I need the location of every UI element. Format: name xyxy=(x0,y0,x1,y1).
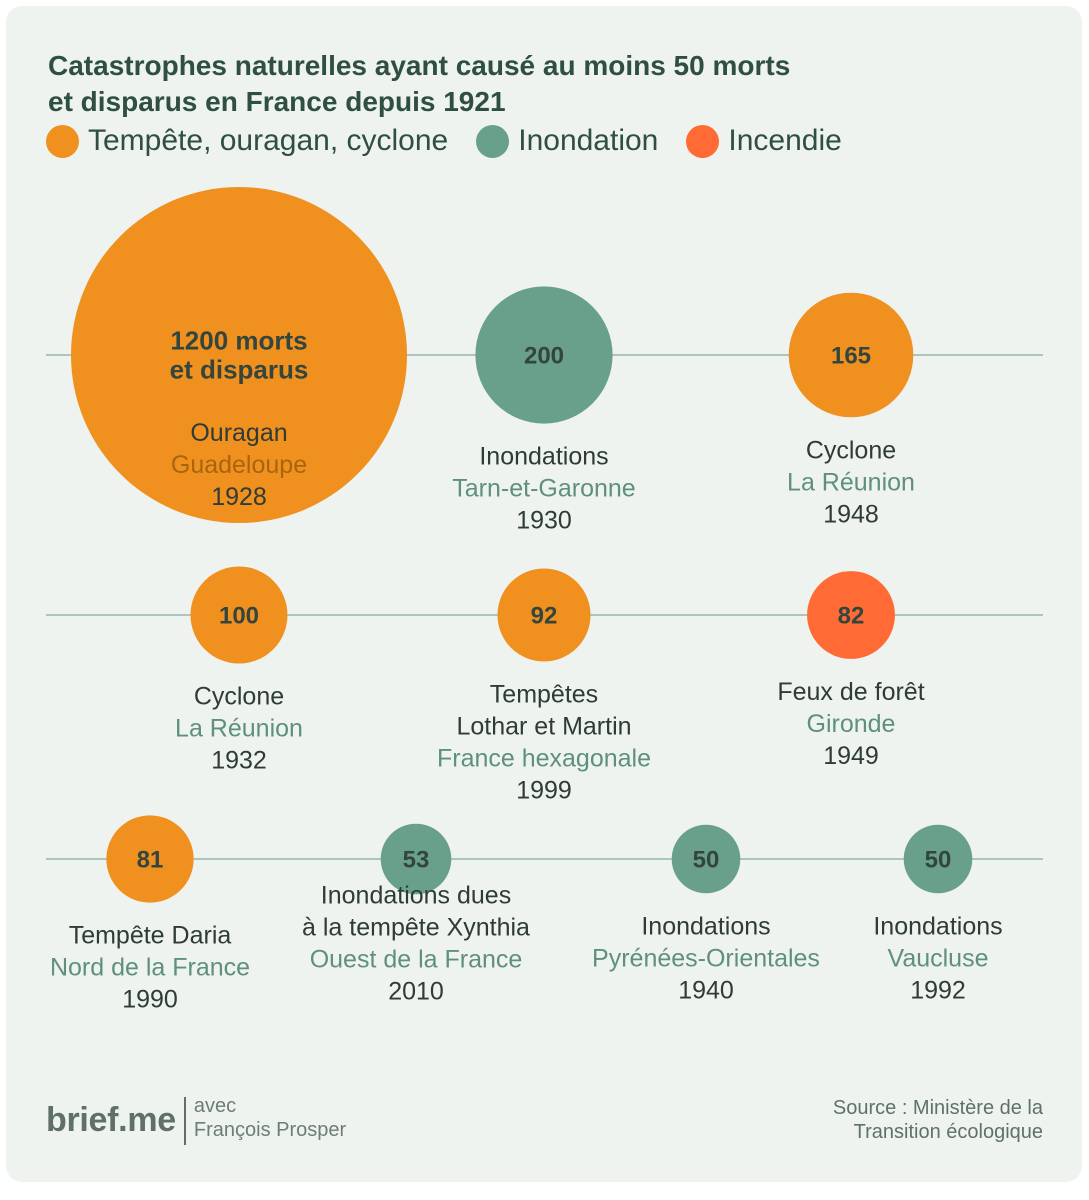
event-label: Feux de forêt xyxy=(777,678,924,706)
bubble-value-label: 81 xyxy=(137,846,164,873)
credit-line-2: François Prosper xyxy=(193,1119,347,1141)
bubble xyxy=(475,286,613,424)
bubble-group: 50 Inondations Vaucluse 1992 xyxy=(873,824,1003,1004)
year-label: 2010 xyxy=(388,977,444,1005)
year-label: 1948 xyxy=(823,500,879,528)
bubble xyxy=(903,824,973,894)
bubble-value-label: 53 xyxy=(403,846,430,873)
bubble xyxy=(106,815,194,903)
event-label: Cyclone xyxy=(806,436,896,464)
legend-swatch-storm xyxy=(46,124,79,158)
legend-item-fire: Incendie xyxy=(686,124,842,158)
bubble-value-label: 50 xyxy=(925,846,952,873)
event-label: Lothar et Martin xyxy=(456,713,631,741)
bubble xyxy=(190,566,288,664)
place-label: Pyrénées-Orientales xyxy=(592,944,820,972)
bubble-value-label: 92 xyxy=(531,602,558,629)
legend-label-flood: Inondation xyxy=(518,124,659,157)
legend-item-flood: Inondation xyxy=(476,124,658,158)
place-label: France hexagonale xyxy=(437,745,651,773)
event-label: Inondations xyxy=(479,443,608,471)
place-label: Guadeloupe xyxy=(171,451,307,479)
source-line-1: Source : Ministère de la xyxy=(832,1097,1043,1119)
bubble-group: 82 Feux de forêt Gironde 1949 xyxy=(777,571,925,770)
bubble-value-label: 82 xyxy=(838,602,865,629)
chart-legend: Tempête, ouragan, cyclone Inondation Inc… xyxy=(46,124,870,158)
place-label: La Réunion xyxy=(787,468,915,496)
bubble xyxy=(788,292,914,418)
event-label: Tempête Daria xyxy=(69,922,232,950)
legend-swatch-flood xyxy=(476,124,510,158)
bubble-value-label: 100 xyxy=(219,602,259,629)
bubble-value-label: 165 xyxy=(831,342,871,369)
place-label: La Réunion xyxy=(175,714,303,742)
chart-title-line-2: et disparus en France depuis 1921 xyxy=(48,86,506,117)
year-label: 1928 xyxy=(211,483,267,511)
place-label: Tarn-et-Garonne xyxy=(452,475,635,503)
legend-swatch-fire xyxy=(686,124,720,158)
chart-title: Catastrophes naturelles ayant causé au m… xyxy=(48,48,1028,120)
year-label: 1992 xyxy=(910,976,966,1004)
bubble-value-label: 50 xyxy=(693,846,720,873)
bubble xyxy=(380,823,452,895)
event-label: Cyclone xyxy=(194,682,284,710)
place-label: Vaucluse xyxy=(888,944,989,972)
year-label: 1940 xyxy=(678,976,734,1004)
place-label: Gironde xyxy=(807,710,896,738)
bubble-group: 100 Cyclone La Réunion 1932 xyxy=(175,566,303,774)
brand-logo: brief.me xyxy=(46,1101,176,1139)
source-note: Source : Ministère de la Transition écol… xyxy=(723,1096,1043,1144)
chart-title-line-1: Catastrophes naturelles ayant causé au m… xyxy=(48,50,791,81)
chart-card: Catastrophes naturelles ayant causé au m… xyxy=(6,6,1082,1182)
legend-label-fire: Incendie xyxy=(728,124,842,157)
bubble-value-label: 200 xyxy=(524,342,564,369)
bubble-value-label: 1200 morts xyxy=(170,326,307,356)
brand-credit: avec François Prosper xyxy=(194,1094,346,1142)
year-label: 1930 xyxy=(516,507,572,535)
event-label: Tempêtes xyxy=(490,681,598,709)
bubble xyxy=(497,568,591,662)
bubble xyxy=(807,571,895,659)
legend-item-storm: Tempête, ouragan, cyclone xyxy=(46,124,448,158)
bubble-group: 165 Cyclone La Réunion 1948 xyxy=(787,292,915,528)
event-label: Inondations xyxy=(873,912,1002,940)
credit-line-1: avec xyxy=(193,1095,237,1117)
bubble-group: 53 Inondations dues à la tempête Xynthia Ou… xyxy=(302,823,530,1005)
place-label: Ouest de la France xyxy=(310,945,523,973)
event-label: Inondations xyxy=(641,912,770,940)
bubble-group: 92 Tempêtes Lothar et Martin France hexagon… xyxy=(437,568,651,805)
event-label: Ouragan xyxy=(190,419,287,447)
legend-label-storm: Tempête, ouragan, cyclone xyxy=(88,124,449,157)
bubble xyxy=(671,824,741,894)
bubble-group: 81 Tempête Daria Nord de la France 1990 xyxy=(50,815,250,1014)
bubble-group: 200 Inondations Tarn-et-Garonne 1930 xyxy=(452,286,636,535)
bubble-group: 50 Inondations Pyrénées-Orientales 1940 xyxy=(592,824,820,1004)
event-label: Inondations dues xyxy=(321,881,511,909)
brand-divider xyxy=(183,1097,186,1145)
year-label: 1949 xyxy=(823,742,879,770)
event-label: à la tempête Xynthia xyxy=(302,913,530,941)
place-label: Nord de la France xyxy=(50,954,250,982)
bubble-value-label: et disparus xyxy=(170,355,309,385)
year-label: 1990 xyxy=(122,986,178,1014)
footer-brand: brief.me avec François Prosper xyxy=(46,1094,346,1145)
source-line-2: Transition écologique xyxy=(853,1121,1043,1143)
year-label: 1932 xyxy=(211,746,267,774)
bubble xyxy=(71,187,407,523)
year-label: 1999 xyxy=(516,777,572,805)
